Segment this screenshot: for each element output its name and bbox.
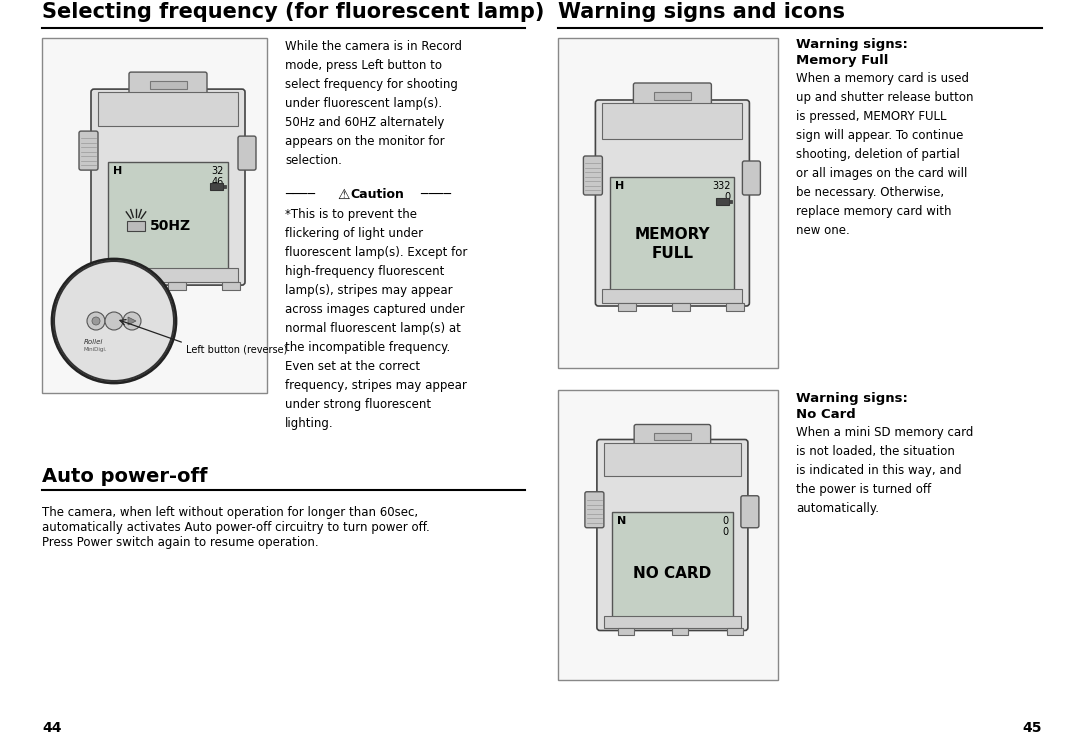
Text: MiniDigi.: MiniDigi. — [84, 347, 108, 352]
Bar — [222, 282, 240, 290]
Text: When a mini SD memory card
is not loaded, the situation
is indicated in this way: When a mini SD memory card is not loaded… — [796, 426, 973, 515]
Text: ────: ──── — [413, 188, 451, 201]
FancyBboxPatch shape — [79, 131, 98, 170]
Text: 44: 44 — [42, 721, 62, 735]
Bar — [168, 282, 186, 290]
Bar — [612, 512, 733, 618]
Text: ⚠: ⚠ — [337, 188, 350, 202]
Circle shape — [52, 259, 176, 383]
Text: *This is to prevent the
flickering of light under
fluorescent lamp(s). Except fo: *This is to prevent the flickering of li… — [285, 208, 468, 430]
Text: 46: 46 — [212, 177, 224, 187]
Bar — [727, 303, 744, 311]
Bar — [114, 282, 132, 290]
Polygon shape — [129, 317, 136, 325]
Text: Warning signs:: Warning signs: — [796, 38, 908, 51]
Bar — [222, 185, 226, 188]
FancyBboxPatch shape — [742, 161, 760, 195]
FancyBboxPatch shape — [583, 156, 603, 195]
Bar — [210, 183, 222, 190]
Bar — [98, 268, 238, 282]
Bar — [42, 38, 267, 393]
Text: 0: 0 — [725, 192, 730, 202]
Bar — [604, 615, 741, 627]
Bar — [603, 289, 742, 303]
FancyBboxPatch shape — [129, 72, 207, 96]
Circle shape — [92, 317, 100, 325]
Text: automatically activates Auto power-off circuitry to turn power off.: automatically activates Auto power-off c… — [42, 521, 430, 534]
Text: Auto power-off: Auto power-off — [42, 467, 207, 486]
Bar — [603, 103, 742, 139]
Text: Warning signs:: Warning signs: — [796, 392, 908, 405]
Bar — [149, 81, 187, 89]
Text: 45: 45 — [1023, 721, 1042, 735]
Text: 32: 32 — [212, 166, 224, 176]
Text: Press Power switch again to resume operation.: Press Power switch again to resume opera… — [42, 536, 319, 549]
Text: Caution: Caution — [350, 188, 404, 201]
FancyBboxPatch shape — [585, 492, 604, 528]
FancyBboxPatch shape — [91, 89, 245, 285]
Text: H: H — [616, 181, 624, 191]
Text: Memory Full: Memory Full — [796, 54, 889, 67]
Bar — [98, 92, 238, 126]
Bar — [673, 627, 688, 634]
Circle shape — [105, 312, 123, 330]
Bar — [108, 162, 228, 272]
Text: 50HZ: 50HZ — [150, 219, 191, 233]
Text: Selecting frequency (for fluorescent lamp): Selecting frequency (for fluorescent lam… — [42, 2, 544, 22]
Text: While the camera is in Record
mode, press Left button to
select frequency for sh: While the camera is in Record mode, pres… — [285, 40, 462, 167]
FancyBboxPatch shape — [634, 424, 711, 446]
Bar — [558, 38, 778, 368]
FancyBboxPatch shape — [741, 496, 759, 528]
Bar — [610, 177, 734, 293]
Circle shape — [54, 261, 174, 381]
Text: 0: 0 — [723, 527, 729, 537]
Bar — [727, 627, 743, 634]
Text: MEMORY
FULL: MEMORY FULL — [635, 227, 711, 261]
Text: The camera, when left without operation for longer than 60sec,: The camera, when left without operation … — [42, 506, 418, 519]
Bar — [604, 442, 741, 476]
Bar — [716, 198, 729, 205]
Bar — [673, 303, 690, 311]
Circle shape — [123, 312, 141, 330]
Text: Rollei: Rollei — [84, 339, 104, 345]
Circle shape — [87, 312, 105, 330]
FancyBboxPatch shape — [597, 439, 747, 630]
FancyBboxPatch shape — [595, 100, 750, 306]
Text: Warning signs and icons: Warning signs and icons — [558, 2, 845, 22]
Bar — [558, 390, 778, 680]
Text: Left button (reverse): Left button (reverse) — [186, 345, 287, 355]
Bar — [619, 303, 636, 311]
Text: When a memory card is used
up and shutter release button
is pressed, MEMORY FULL: When a memory card is used up and shutte… — [796, 72, 973, 237]
FancyBboxPatch shape — [238, 136, 256, 170]
Bar — [653, 92, 691, 100]
Text: No Card: No Card — [796, 408, 855, 421]
Text: ────: ──── — [285, 188, 323, 201]
Bar — [654, 433, 690, 439]
Text: N: N — [617, 516, 626, 526]
FancyBboxPatch shape — [633, 83, 712, 107]
Bar — [729, 200, 732, 203]
Text: H: H — [113, 166, 122, 176]
Text: NO CARD: NO CARD — [633, 565, 712, 581]
Bar — [127, 220, 145, 231]
Text: 332: 332 — [712, 181, 730, 191]
Bar — [618, 627, 634, 634]
Text: 0: 0 — [723, 516, 729, 526]
